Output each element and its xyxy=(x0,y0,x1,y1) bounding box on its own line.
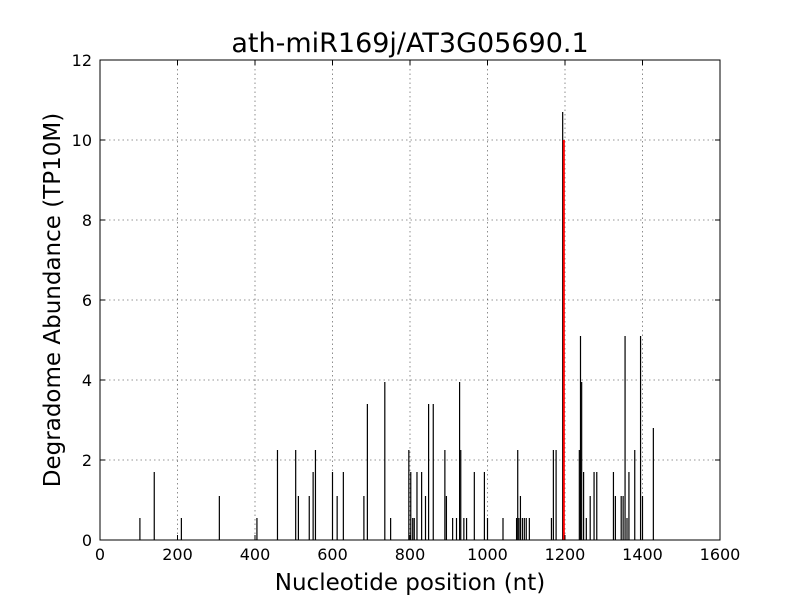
x-tick-label: 1000 xyxy=(467,545,508,564)
y-tick-label: 10 xyxy=(72,131,92,150)
x-tick-label: 800 xyxy=(395,545,426,564)
x-tick-labels: 0 200 400 600 800 1000 1200 1400 1600 xyxy=(95,545,740,564)
x-tick-label: 400 xyxy=(240,545,271,564)
y-tick-label: 6 xyxy=(82,291,92,310)
y-tick-labels: 0 2 4 6 8 10 12 xyxy=(72,51,92,550)
y-tick-label: 0 xyxy=(82,531,92,550)
y-axis-label: Degradome Abundance (TP10M) xyxy=(40,113,66,487)
x-tick-label: 1200 xyxy=(545,545,586,564)
x-tick-label: 600 xyxy=(317,545,348,564)
y-tick-label: 12 xyxy=(72,51,92,70)
axis-ticks xyxy=(99,59,721,541)
x-tick-label: 200 xyxy=(162,545,193,564)
x-tick-label: 0 xyxy=(95,545,105,564)
x-axis-label: Nucleotide position (nt) xyxy=(275,570,545,596)
y-tick-label: 2 xyxy=(82,451,92,470)
bars xyxy=(139,112,654,540)
x-tick-label: 1600 xyxy=(700,545,741,564)
chart-title: ath-miR169j/AT3G05690.1 xyxy=(231,28,588,59)
y-tick-label: 8 xyxy=(82,211,92,230)
x-tick-label: 1400 xyxy=(622,545,663,564)
y-tick-label: 4 xyxy=(82,371,92,390)
grid-lines xyxy=(99,59,721,541)
